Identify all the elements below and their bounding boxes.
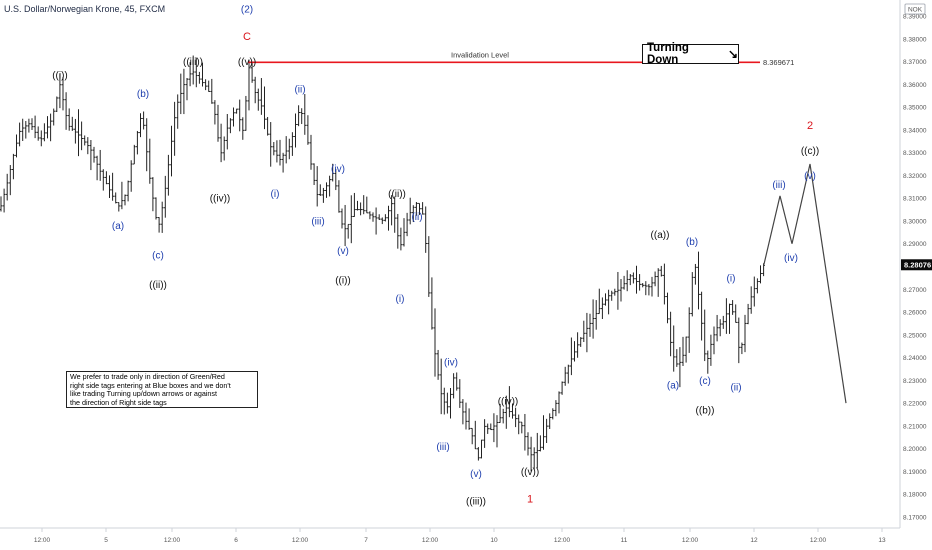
wave-label: (ii): [294, 84, 305, 95]
price-axis[interactable]: 8.39000 8.38000 8.37000 8.36000 8.35000 8.340…: [899, 0, 932, 528]
time-tick-label: 12:00: [34, 537, 51, 544]
wave-label: (ii): [411, 212, 422, 223]
price-tick-label: 8.24000: [903, 355, 927, 362]
wave-label: (a): [112, 221, 124, 232]
price-tick-label: 8.35000: [903, 105, 927, 112]
note-line: the direction of Right side tags: [70, 397, 167, 407]
price-tick-label: 8.36000: [903, 82, 927, 89]
wave-label: C: [243, 31, 251, 43]
time-tick-label: 12: [750, 537, 758, 544]
note-line: We prefer to trade only in direction of …: [70, 372, 225, 381]
wave-label: (iv): [331, 164, 345, 175]
wave-label: (iii): [436, 442, 449, 453]
time-tick-label: 6: [234, 537, 238, 544]
wave-label: (ii): [730, 383, 741, 394]
wave-label: (iii): [311, 216, 324, 227]
ohlc-bars: [0, 55, 765, 472]
time-tick-label: 10: [490, 537, 498, 544]
turning-down-box: Turning Down ↘: [642, 42, 739, 66]
projection-line: [763, 163, 847, 404]
price-tick-label: 8.21000: [903, 423, 927, 430]
wave-label: ((b)): [696, 405, 715, 416]
wave-label: ((ii)): [149, 280, 167, 291]
wave-label: ((v)): [521, 467, 539, 478]
arrow-down-right-icon: ↘: [727, 47, 738, 61]
wave-label: (iv): [444, 358, 458, 369]
price-tick-label: 8.31000: [903, 196, 927, 203]
trading-note: We prefer to trade only in direction of …: [66, 371, 258, 408]
wave-label: (i): [271, 189, 280, 200]
wave-label: ((ii)): [388, 189, 406, 200]
wave-label: ((iii)): [183, 57, 203, 68]
price-tick-label: 8.22000: [903, 401, 927, 408]
time-tick-label: 12:00: [422, 537, 439, 544]
wave-label: (v): [470, 469, 482, 480]
wave-label: (v): [804, 171, 816, 182]
wave-label: (v): [337, 246, 349, 257]
price-tick-label: 8.30000: [903, 218, 927, 225]
note-line: right side tags entering at Blue boxes a…: [70, 380, 231, 390]
invalidation-label: Invalidation Level: [451, 50, 509, 59]
last-price-badge: 8.28076: [901, 259, 932, 271]
price-tick-label: 8.32000: [903, 173, 927, 180]
time-tick-label: 7: [364, 537, 368, 544]
currency-badge-box: [904, 3, 926, 15]
wave-labels: ((i)) (a) (b) (c) ((ii)) ((iii)) ((iv)) (2) C ((v…: [52, 5, 819, 508]
wave-label: ((i)): [335, 276, 351, 287]
price-tick-label: 8.18000: [903, 492, 927, 499]
time-axis[interactable]: 12:00 5 12:00 6 12:00 7 12:00 10 12:00 11 12:00 12 1…: [0, 527, 900, 544]
wave-label: ((iv)): [210, 194, 231, 205]
wave-label: (c): [152, 251, 164, 262]
price-tick-label: 8.38000: [903, 36, 927, 43]
time-tick-label: 5: [104, 537, 108, 544]
wave-label: ((c)): [801, 146, 819, 157]
price-tick-label: 8.34000: [903, 127, 927, 134]
price-tick-label: 8.29000: [903, 241, 927, 248]
wave-label: (a): [667, 380, 679, 391]
price-tick-label: 8.39000: [903, 14, 927, 21]
time-tick-label: 11: [621, 537, 628, 544]
wave-label: ((iii)): [466, 497, 486, 508]
time-tick-label: 12:00: [164, 537, 181, 544]
wave-label: (iii): [772, 180, 785, 191]
time-tick-label: 12:00: [554, 537, 571, 544]
wave-label: (c): [699, 376, 711, 387]
wave-label: ((a)): [651, 230, 670, 241]
projection-path: [763, 163, 847, 404]
price-tick-label: 8.37000: [903, 59, 927, 66]
price-tick-label: 8.26000: [903, 310, 927, 317]
price-tick-label: 8.19000: [903, 469, 927, 476]
price-tick-label: 8.23000: [903, 378, 927, 385]
wave-label: (i): [727, 273, 736, 284]
note-line: like trading Turning up/down arrows or a…: [70, 389, 218, 399]
wave-label: (iv): [784, 253, 798, 264]
wave-label: 1: [527, 493, 533, 505]
wave-label: (2): [241, 5, 253, 16]
price-tick-label: 8.33000: [903, 150, 927, 157]
wave-label: (b): [686, 237, 698, 248]
wave-label: 2: [807, 120, 813, 132]
wave-label: ((iv)): [498, 396, 519, 407]
last-price-box: [901, 259, 932, 271]
invalidation-value: 8.369671: [763, 58, 794, 67]
price-tick-label: 8.20000: [903, 446, 927, 453]
price-tick-label: 8.17000: [903, 515, 927, 522]
wave-label: (i): [396, 294, 405, 305]
time-tick-label: 13: [878, 537, 886, 544]
wave-label: ((v)): [238, 57, 256, 68]
wave-label: (b): [137, 89, 149, 100]
price-tick-label: 8.27000: [903, 287, 927, 294]
currency-badge: NOK: [908, 7, 923, 14]
chart-title: U.S. Dollar/Norwegian Krone, 45, FXCM: [4, 4, 166, 14]
turning-down-label: Turning Down: [647, 42, 689, 66]
time-tick-label: 12:00: [292, 537, 309, 544]
time-tick-label: 12:00: [810, 537, 827, 544]
time-tick-label: 12:00: [682, 537, 699, 544]
wave-label: ((i)): [52, 71, 68, 82]
last-price-value: 8.28076: [904, 260, 931, 269]
price-tick-label: 8.25000: [903, 332, 927, 339]
